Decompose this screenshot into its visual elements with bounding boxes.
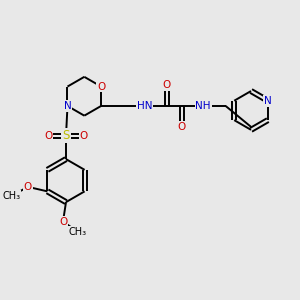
- Text: O: O: [44, 131, 52, 141]
- Text: O: O: [97, 82, 105, 92]
- Text: S: S: [62, 129, 70, 142]
- Text: N: N: [64, 101, 71, 111]
- Text: N: N: [264, 96, 272, 106]
- Text: O: O: [178, 122, 186, 132]
- Text: O: O: [24, 182, 32, 192]
- Text: O: O: [163, 80, 171, 90]
- Text: CH₃: CH₃: [2, 191, 21, 201]
- Text: O: O: [59, 217, 67, 226]
- Text: NH: NH: [196, 101, 211, 111]
- Text: HN: HN: [137, 101, 152, 111]
- Text: O: O: [80, 131, 88, 141]
- Text: CH₃: CH₃: [69, 227, 87, 237]
